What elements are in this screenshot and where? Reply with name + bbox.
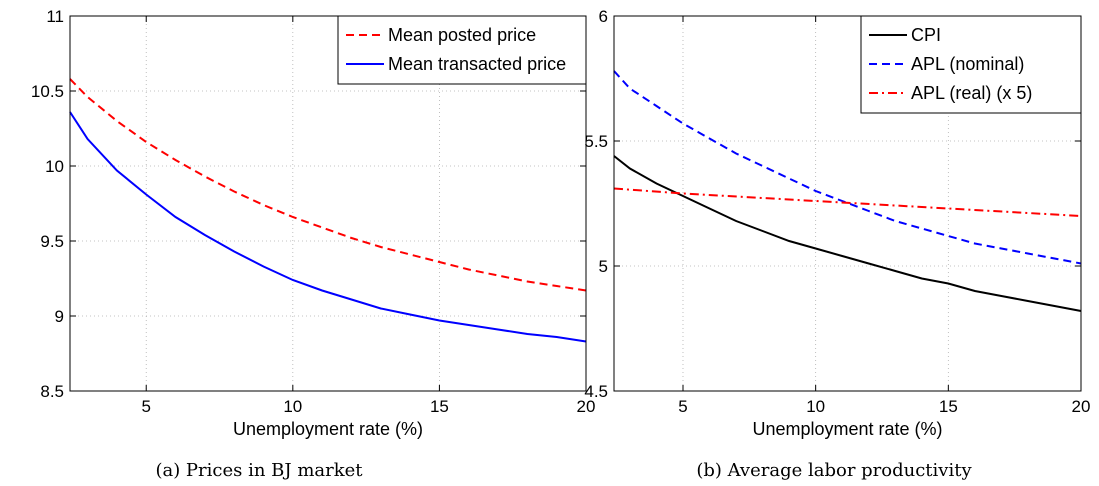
legend: CPI APL (nominal) APL (real) (x 5) [860,15,1082,114]
legend: Mean posted price Mean transacted price [337,15,587,85]
legend-label: APL (nominal) [911,54,1024,74]
legend-box [337,15,587,85]
x-tick-label: 5 [141,397,150,416]
x-tick-label: 5 [678,397,687,416]
panel-caption: (a) Prices in BJ market [155,460,363,481]
panel-b: 5 10 15 20 4.5 5 5.5 6 CPI APL (nominal) APL (real… [584,7,1090,481]
y-tick-label: 8.5 [40,382,64,401]
series-line-2 [613,70,1082,265]
legend-label: Mean transacted price [388,54,566,74]
axes-frame [69,15,587,392]
y-tick-label: 5 [599,257,608,276]
legend-label: CPI [911,25,941,45]
series-line-3 [613,187,1082,217]
x-tick-label: 10 [806,397,825,416]
legend-label: Mean posted price [388,25,536,45]
x-tick-label: 15 [939,397,958,416]
legend-label: APL (real) (x 5) [911,83,1032,103]
x-axis-label: Unemployment rate (%) [233,419,423,439]
series-line-2 [69,111,587,343]
x-tick-label: 20 [577,397,596,416]
y-tick-label: 6 [599,7,608,26]
y-tick-label: 4.5 [584,382,608,401]
x-tick-label: 20 [1072,397,1091,416]
x-tick-label: 10 [283,397,302,416]
x-axis-label: Unemployment rate (%) [752,419,942,439]
y-tick-label: 10 [45,157,64,176]
y-tick-label: 11 [46,7,64,26]
y-tick-label: 9 [55,307,64,326]
y-tick-label: 5.5 [584,132,608,151]
axes-frame [613,15,1082,392]
x-tick-label: 15 [430,397,449,416]
panel-caption: (b) Average labor productivity [696,460,972,481]
y-tick-label: 10.5 [31,82,64,101]
series-line-1 [613,155,1082,312]
y-tick-label: 9.5 [40,232,64,251]
